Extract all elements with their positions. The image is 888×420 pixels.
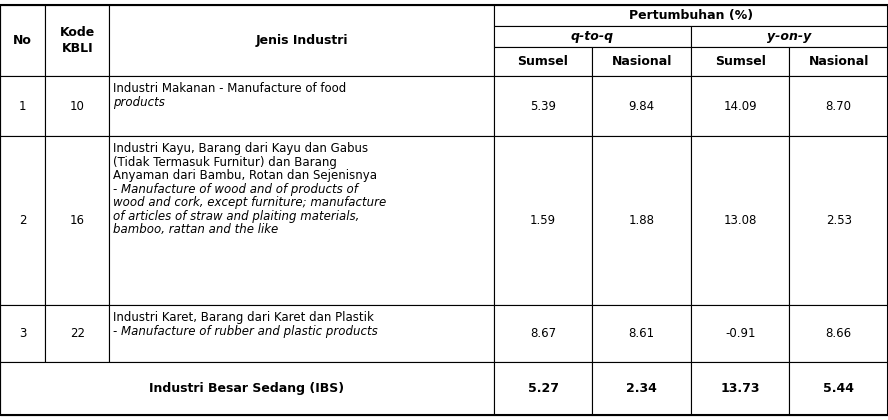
Bar (691, 305, 789, 362)
Text: Industri Makanan - Manufacture of food: Industri Makanan - Manufacture of food (114, 82, 346, 95)
Text: 1: 1 (19, 100, 27, 113)
Text: Kode
KBLI: Kode KBLI (59, 26, 95, 55)
Text: Industri Besar Sedang (IBS): Industri Besar Sedang (IBS) (149, 382, 345, 395)
Bar (592, 47, 691, 76)
Bar (45, 136, 109, 305)
Bar (494, 5, 888, 26)
Text: Pertumbuhan (%): Pertumbuhan (%) (629, 9, 753, 22)
Text: Industri Karet, Barang dari Karet dan Plastik: Industri Karet, Barang dari Karet dan Pl… (114, 311, 374, 324)
Bar (494, 305, 592, 362)
Bar (691, 47, 789, 76)
Text: 13.73: 13.73 (720, 382, 760, 395)
Text: - Manufacture of wood and of products of: - Manufacture of wood and of products of (114, 183, 358, 196)
Text: (Tidak Termasuk Furnitur) dan Barang: (Tidak Termasuk Furnitur) dan Barang (114, 156, 337, 169)
Text: 9.84: 9.84 (629, 100, 654, 113)
Bar (109, 5, 494, 76)
Bar (592, 305, 691, 362)
Text: Industri Kayu, Barang dari Kayu dan Gabus: Industri Kayu, Barang dari Kayu dan Gabu… (114, 142, 369, 155)
Text: Jenis Industri: Jenis Industri (255, 34, 348, 47)
Text: Sumsel: Sumsel (518, 55, 568, 68)
Bar (691, 76, 789, 136)
Bar (0, 5, 45, 76)
Text: 8.61: 8.61 (629, 327, 654, 340)
Bar (494, 362, 592, 415)
Text: 5.39: 5.39 (530, 100, 556, 113)
Text: 5.27: 5.27 (527, 382, 559, 395)
Text: bamboo, rattan and the like: bamboo, rattan and the like (114, 223, 279, 236)
Text: Nasional: Nasional (612, 55, 671, 68)
Text: q-to-q: q-to-q (571, 30, 614, 43)
Bar (789, 362, 888, 415)
Text: Sumsel: Sumsel (715, 55, 765, 68)
Bar (109, 136, 494, 305)
Text: 14.09: 14.09 (724, 100, 757, 113)
Bar (45, 305, 109, 362)
Bar (494, 76, 592, 136)
Text: wood and cork, except furniture; manufacture: wood and cork, except furniture; manufac… (114, 196, 386, 209)
Bar (789, 136, 888, 305)
Text: 1.88: 1.88 (629, 214, 654, 227)
Text: 8.67: 8.67 (530, 327, 556, 340)
Text: - Manufacture of rubber and plastic products: - Manufacture of rubber and plastic prod… (114, 325, 378, 338)
Text: 13.08: 13.08 (724, 214, 757, 227)
Bar (494, 26, 691, 47)
Text: 3: 3 (19, 327, 27, 340)
Bar (592, 136, 691, 305)
Bar (592, 76, 691, 136)
Bar (0, 305, 45, 362)
Bar (691, 26, 888, 47)
Bar (789, 305, 888, 362)
Text: 8.66: 8.66 (826, 327, 852, 340)
Text: 1.59: 1.59 (530, 214, 556, 227)
Text: No: No (13, 34, 32, 47)
Bar (109, 76, 494, 136)
Text: 2.34: 2.34 (626, 382, 657, 395)
Text: 2.53: 2.53 (826, 214, 852, 227)
Bar (109, 305, 494, 362)
Bar (691, 362, 789, 415)
Text: 2: 2 (19, 214, 27, 227)
Text: y-on-y: y-on-y (767, 30, 812, 43)
Text: 22: 22 (70, 327, 84, 340)
Text: 8.70: 8.70 (826, 100, 852, 113)
Text: 16: 16 (70, 214, 84, 227)
Bar (494, 136, 592, 305)
Bar (789, 76, 888, 136)
Text: Nasional: Nasional (809, 55, 868, 68)
Bar (0, 76, 45, 136)
Bar (0, 136, 45, 305)
Bar (45, 5, 109, 76)
Bar (0, 362, 494, 415)
Text: 10: 10 (70, 100, 84, 113)
Text: 5.44: 5.44 (823, 382, 854, 395)
Bar (45, 76, 109, 136)
Bar (691, 136, 789, 305)
Text: products: products (114, 96, 165, 109)
Text: -0.91: -0.91 (725, 327, 756, 340)
Bar (494, 47, 592, 76)
Bar (789, 47, 888, 76)
Bar (592, 362, 691, 415)
Text: of articles of straw and plaiting materials,: of articles of straw and plaiting materi… (114, 210, 360, 223)
Text: Anyaman dari Bambu, Rotan dan Sejenisnya: Anyaman dari Bambu, Rotan dan Sejenisnya (114, 169, 377, 182)
